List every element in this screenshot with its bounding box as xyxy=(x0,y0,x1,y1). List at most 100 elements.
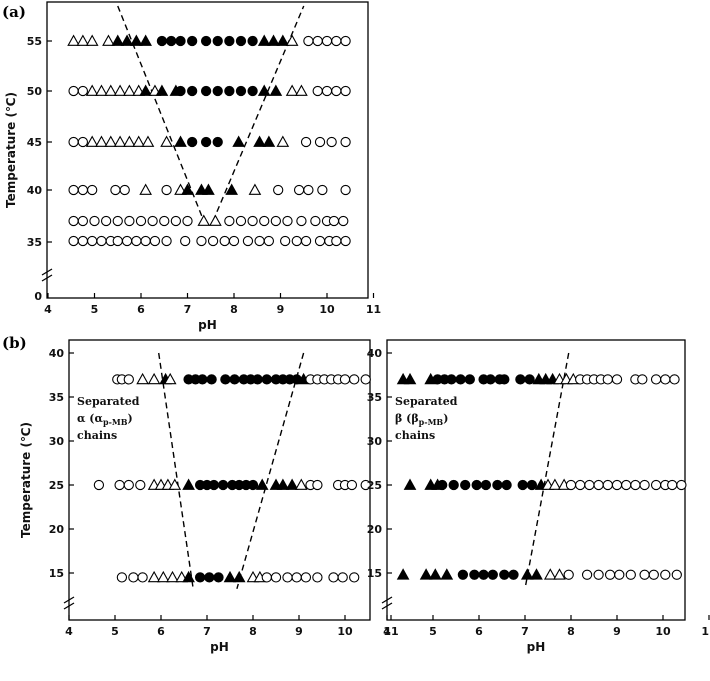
phase-boundary-line xyxy=(524,352,570,589)
marker-filled-circle xyxy=(206,374,217,385)
marker-open-circle xyxy=(161,235,172,247)
marker-filled-triangle xyxy=(139,34,152,46)
series-row xyxy=(67,34,351,47)
marker-open-circle xyxy=(630,479,641,491)
marker-open-triangle xyxy=(85,84,99,96)
marker-filled-circle xyxy=(448,479,459,491)
panel-label-b: (b) xyxy=(2,334,27,352)
marker-open-circle xyxy=(263,235,275,247)
marker-filled-circle xyxy=(235,85,247,97)
marker-open-circle xyxy=(660,569,671,580)
marker-filled-circle xyxy=(208,479,220,491)
x-tick-label: 8 xyxy=(249,625,257,638)
x-axis-label: pH xyxy=(210,640,229,654)
axis-break-mark xyxy=(41,268,53,276)
marker-open-triangle xyxy=(113,135,127,147)
marker-open-circle xyxy=(639,479,650,491)
marker-open-circle xyxy=(170,215,182,227)
marker-open-circle xyxy=(77,85,89,97)
marker-open-circle xyxy=(648,569,659,580)
y-tick-label: 40 xyxy=(27,184,43,197)
y-tick-label: 55 xyxy=(27,35,42,48)
marker-filled-triangle xyxy=(182,570,195,583)
marker-filled-triangle xyxy=(257,84,271,96)
series-row xyxy=(68,84,351,97)
marker-open-circle xyxy=(261,572,272,583)
plot-frame xyxy=(386,339,686,621)
marker-open-triangle xyxy=(295,84,308,96)
y-tick-label: 30 xyxy=(49,435,65,448)
marker-filled-circle xyxy=(200,136,212,148)
phase-boundary-line xyxy=(117,5,205,222)
y-tick-label: 50 xyxy=(27,85,43,98)
marker-open-circle xyxy=(581,569,593,580)
marker-open-circle xyxy=(328,215,340,227)
marker-open-circle xyxy=(300,235,312,247)
y-tick-label: 20 xyxy=(49,523,65,536)
marker-open-circle xyxy=(660,374,671,385)
marker-open-triangle xyxy=(123,135,136,147)
marker-open-circle xyxy=(135,479,146,491)
phase-boundary-line xyxy=(236,352,305,590)
marker-filled-circle xyxy=(446,374,457,385)
marker-open-circle xyxy=(112,215,123,227)
annotation-line-2: α (αp-MB) xyxy=(77,412,133,427)
marker-open-triangle xyxy=(113,84,127,96)
marker-filled-circle xyxy=(261,374,272,385)
marker-open-circle xyxy=(346,479,358,491)
marker-open-triangle xyxy=(76,34,90,46)
marker-open-circle xyxy=(331,235,342,247)
marker-open-circle xyxy=(279,235,291,247)
series-row xyxy=(396,372,680,385)
marker-open-circle xyxy=(360,479,371,491)
marker-filled-circle xyxy=(247,35,258,47)
marker-open-circle xyxy=(140,235,151,247)
marker-open-circle xyxy=(611,479,623,491)
marker-open-circle xyxy=(270,215,281,227)
marker-open-circle xyxy=(259,215,270,227)
marker-open-circle xyxy=(338,215,349,227)
marker-open-circle xyxy=(312,572,323,583)
marker-filled-triangle xyxy=(419,568,433,580)
marker-open-circle xyxy=(340,85,351,97)
series-row xyxy=(68,235,351,247)
marker-open-circle xyxy=(112,235,123,247)
marker-open-circle xyxy=(77,215,89,227)
marker-open-circle xyxy=(254,235,265,247)
marker-open-triangle xyxy=(67,34,80,46)
marker-filled-circle xyxy=(524,374,535,385)
marker-open-triangle xyxy=(543,568,557,580)
marker-filled-circle xyxy=(526,479,538,491)
marker-filled-circle xyxy=(166,35,177,47)
x-tick-label: 10 xyxy=(655,625,671,638)
marker-open-circle xyxy=(161,184,172,196)
marker-open-circle xyxy=(349,374,360,385)
marker-filled-triangle xyxy=(139,84,152,96)
annotation-greek: β (β xyxy=(395,412,419,425)
marker-open-circle xyxy=(328,572,339,583)
phase-boundary-line xyxy=(158,352,194,589)
marker-open-circle xyxy=(602,374,613,385)
marker-open-circle xyxy=(340,35,351,47)
annotation-close: ) xyxy=(128,412,133,425)
marker-open-circle xyxy=(639,569,650,580)
marker-open-circle xyxy=(321,85,333,97)
x-tick-label: 5 xyxy=(91,303,99,316)
marker-open-circle xyxy=(563,569,574,580)
marker-open-circle xyxy=(235,215,247,227)
x-tick-label: 10 xyxy=(319,303,335,316)
y-origin-label: 0 xyxy=(34,290,42,303)
marker-open-circle xyxy=(159,215,170,227)
marker-filled-circle xyxy=(229,374,240,385)
marker-open-circle xyxy=(180,235,191,247)
y-tick-label: 25 xyxy=(367,479,382,492)
marker-open-circle xyxy=(669,374,680,385)
marker-open-circle xyxy=(123,479,134,491)
plot-frame xyxy=(68,339,371,621)
marker-open-circle xyxy=(337,572,348,583)
marker-open-circle xyxy=(87,184,98,196)
marker-open-circle xyxy=(123,374,134,385)
marker-open-circle xyxy=(207,235,219,247)
marker-filled-triangle xyxy=(155,84,169,96)
marker-filled-triangle xyxy=(223,570,237,583)
